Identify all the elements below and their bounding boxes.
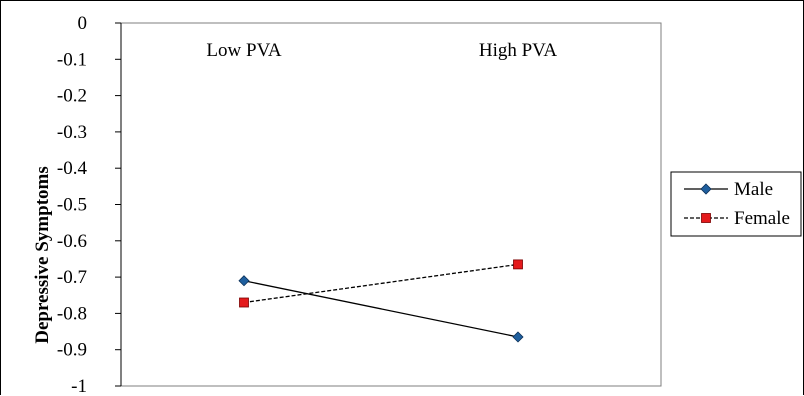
category-labels: Low PVA High PVA	[206, 40, 557, 61]
y-tick-label: -1	[71, 376, 87, 396]
y-tick-label: -0.9	[57, 340, 87, 361]
y-tick-label: -0.7	[57, 267, 87, 288]
plot-area-border	[120, 22, 662, 387]
y-axis-tick-labels: 0 -0.1 -0.2 -0.3 -0.4 -0.5 -0.6 -0.7 -0.8 -0.9 -1	[57, 13, 88, 396]
data-point-female	[239, 297, 249, 308]
category-label: High PVA	[479, 40, 558, 61]
series-line-male	[243, 280, 519, 338]
y-tick-label: -0.5	[57, 195, 87, 216]
y-axis-title: Depressive Symptoms	[32, 166, 53, 344]
series-male	[238, 275, 524, 343]
legend-label: Female	[734, 208, 790, 229]
plot-area	[120, 22, 662, 387]
legend-marker-square	[701, 213, 711, 223]
data-point-male	[512, 331, 524, 343]
legend-entry-male[interactable]: Male	[684, 179, 773, 200]
y-tick-label: -0.4	[57, 158, 88, 179]
legend[interactable]: Male Female	[670, 171, 802, 237]
y-tick-label: -0.2	[57, 86, 87, 107]
legend-border	[670, 171, 802, 237]
y-axis-ticks	[115, 22, 121, 387]
y-tick-label: -0.1	[57, 49, 87, 70]
series-female	[239, 259, 523, 308]
category-label: Low PVA	[206, 40, 281, 61]
series-layer	[238, 259, 524, 343]
data-point-male	[238, 275, 250, 287]
legend-entry-female[interactable]: Female	[684, 208, 790, 229]
series-line-female	[243, 263, 519, 304]
legend-label: Male	[734, 179, 773, 200]
legend-marker-diamond	[700, 183, 712, 195]
y-tick-label: -0.8	[57, 303, 87, 324]
y-tick-label: -0.6	[57, 231, 87, 252]
y-tick-label: 0	[78, 13, 88, 34]
y-tick-label: -0.3	[57, 122, 87, 143]
data-point-female	[513, 259, 523, 270]
